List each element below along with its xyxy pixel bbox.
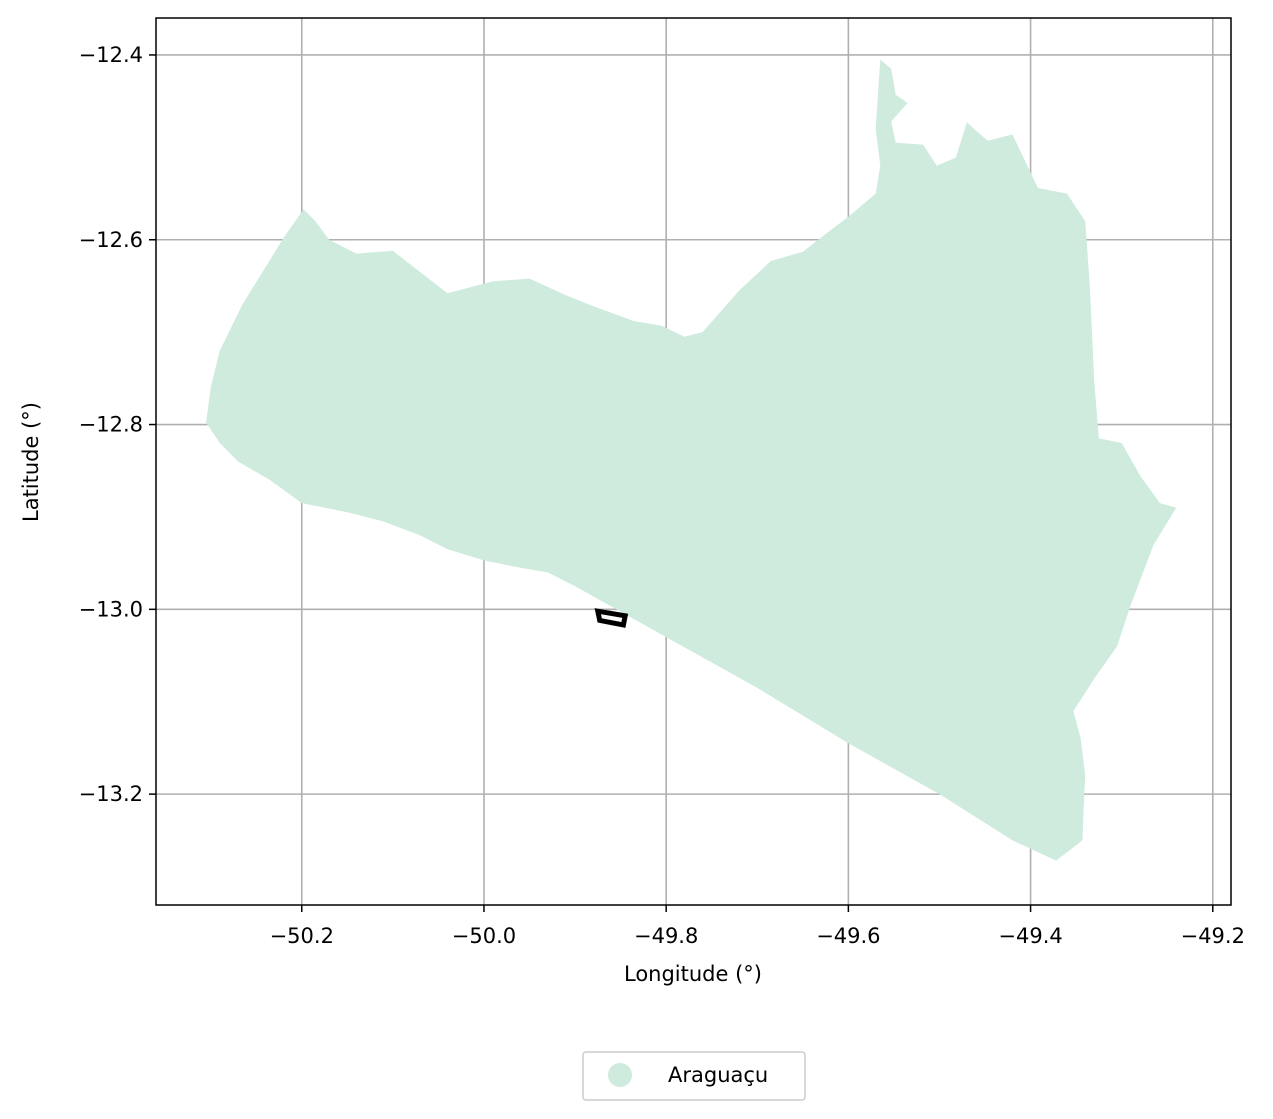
legend-swatch-araguacu — [608, 1063, 632, 1087]
y-tick-label: −12.8 — [79, 413, 143, 437]
x-axis-label: Longitude (°) — [624, 962, 762, 986]
legend: Araguaçu — [582, 1051, 806, 1101]
region-araguacu — [206, 59, 1177, 861]
legend-box — [582, 1051, 806, 1101]
plot-frame — [155, 17, 1232, 906]
x-tick-label: −49.2 — [1181, 924, 1245, 948]
y-tick-label: −13.0 — [79, 597, 143, 621]
x-tick-label: −49.4 — [998, 924, 1062, 948]
x-tick-label: −49.8 — [634, 924, 698, 948]
x-tick-label: −50.2 — [270, 924, 334, 948]
legend-label-araguacu: Araguaçu — [668, 1063, 768, 1087]
y-axis-ticks: −12.4 −12.6 −12.8 −13.0 −13.2 — [79, 43, 156, 806]
y-tick-label: −13.2 — [79, 782, 143, 806]
y-axis-label: Latitude (°) — [19, 402, 43, 522]
location-marker — [594, 608, 629, 628]
y-tick-label: −12.6 — [79, 228, 143, 252]
x-tick-label: −49.6 — [816, 924, 880, 948]
x-tick-label: −50.0 — [452, 924, 516, 948]
x-axis-ticks: −50.2 −50.0 −49.8 −49.6 −49.4 −49.2 — [270, 905, 1245, 948]
y-tick-label: −12.4 — [79, 43, 143, 67]
